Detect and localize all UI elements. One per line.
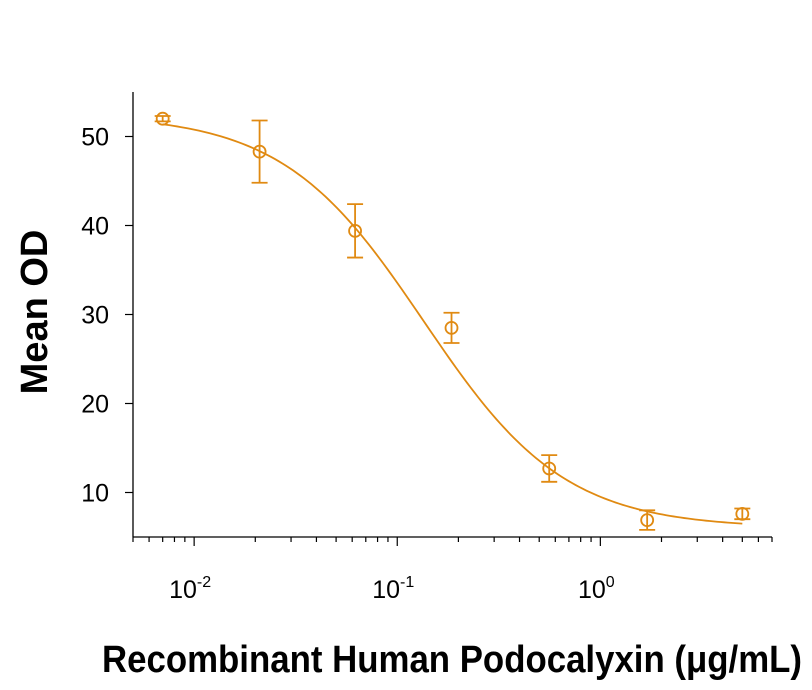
fit-curve — [162, 123, 743, 525]
error-bar — [443, 311, 460, 344]
error-bar — [251, 119, 268, 184]
x-tick-base: 10 — [578, 576, 606, 604]
y-ticks: 10 20 30 40 50 — [81, 124, 133, 508]
x-tick-exponent: -2 — [197, 574, 211, 591]
x-tick-base: 10 — [169, 576, 197, 604]
x-tick-exponent: -1 — [400, 574, 414, 591]
data-point — [444, 320, 459, 335]
y-tick-label: 40 — [81, 213, 109, 241]
y-tick-label: 30 — [81, 302, 109, 330]
y-axis-title: Mean OD — [14, 230, 56, 395]
error-bar — [347, 203, 364, 259]
data-point — [640, 513, 655, 527]
data-point — [542, 461, 557, 476]
data-point — [155, 111, 170, 126]
error-bar — [541, 454, 558, 483]
x-tick-label: 100 — [578, 574, 615, 604]
x-tick-exponent: 0 — [606, 574, 615, 591]
data-point — [348, 223, 362, 238]
x-tick-base: 10 — [372, 576, 400, 604]
x-tick-label: 10-2 — [169, 574, 211, 604]
x-tick-label: 10-1 — [372, 574, 414, 604]
data-point — [252, 144, 267, 159]
x-major-ticks: 10-2 10-1 100 — [169, 574, 615, 604]
x-axis-title: Recombinant Human Podocalyxin (μg/mL) — [102, 639, 802, 681]
plot-marks — [154, 111, 751, 531]
y-tick-label: 20 — [81, 391, 109, 419]
y-tick-label: 10 — [81, 480, 109, 508]
data-point — [735, 506, 750, 521]
x-minor-ticks — [132, 537, 773, 546]
y-tick-label: 50 — [81, 124, 109, 152]
axes — [132, 92, 772, 538]
